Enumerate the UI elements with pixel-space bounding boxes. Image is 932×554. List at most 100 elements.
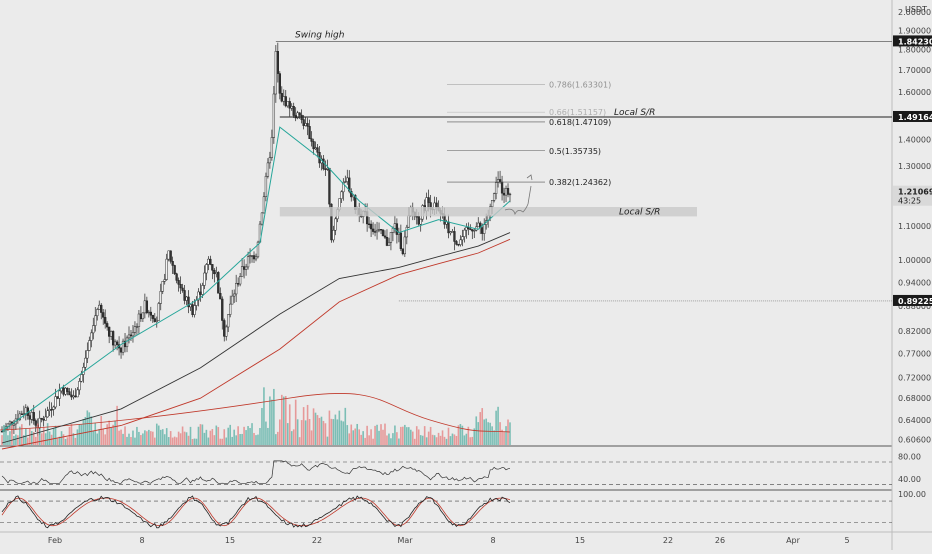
candle	[260, 212, 264, 226]
volume-bar	[1, 435, 3, 445]
candle-body	[328, 167, 331, 205]
volume-bar	[358, 429, 360, 445]
candle	[225, 324, 228, 341]
volume-bar	[211, 429, 214, 445]
candle-body	[171, 261, 174, 266]
candle-body	[250, 255, 254, 257]
volume-bar	[471, 436, 474, 445]
volume-bar	[437, 432, 440, 445]
candle-body	[407, 215, 410, 228]
candle-body	[415, 216, 418, 218]
candle-body	[504, 188, 508, 196]
volume-bar	[400, 426, 402, 445]
volume-bar	[229, 424, 232, 445]
volume-bar	[273, 388, 275, 445]
candle-body	[393, 223, 397, 229]
volume-bar	[245, 430, 247, 445]
candle	[141, 312, 145, 322]
volume-bar	[404, 424, 406, 445]
candle-body	[262, 196, 266, 214]
volume-bar	[11, 423, 13, 445]
candle-body	[236, 283, 240, 285]
volume-bar	[491, 426, 493, 445]
volume-bar	[378, 430, 380, 445]
volume-bar	[104, 434, 106, 445]
volume-bar	[415, 426, 418, 445]
candle-body	[246, 256, 250, 268]
volume-bar	[82, 418, 85, 445]
candle-body	[252, 255, 256, 260]
candle-body	[506, 188, 510, 195]
candle-body	[113, 341, 117, 346]
candle	[50, 402, 53, 418]
volume-bar	[467, 426, 470, 445]
candle	[385, 229, 389, 247]
candle	[161, 281, 164, 295]
horizontal-levels	[275, 41, 892, 302]
candle-body	[179, 284, 182, 289]
candle-body	[96, 309, 99, 317]
volume-bar	[40, 433, 43, 445]
stoch-tick-label: 100.00	[898, 490, 926, 499]
y-tick-label: 2.00000	[898, 8, 931, 17]
volume-bar	[21, 424, 23, 445]
volume-bar	[207, 437, 210, 445]
volume-bar	[489, 422, 491, 445]
volume-bar	[193, 438, 196, 445]
volume-bar	[124, 426, 126, 445]
candle-body	[135, 326, 139, 328]
candle-body	[58, 390, 61, 399]
volume-bar	[219, 438, 222, 445]
volume-bar	[352, 430, 355, 445]
candle-body	[254, 256, 258, 260]
price-tag-label: 0.89225	[898, 297, 932, 306]
candle	[88, 336, 91, 352]
volume-bar	[370, 429, 372, 445]
volume-bar	[261, 408, 263, 445]
volume-bar	[201, 424, 204, 445]
y-tick-label: 1.40000	[898, 136, 931, 145]
candle-body	[88, 340, 91, 351]
candle	[221, 296, 224, 330]
volume-bar	[265, 421, 267, 445]
candle-body	[385, 237, 389, 246]
volume-bar	[330, 418, 333, 445]
volume-bar	[50, 434, 53, 445]
candle	[229, 295, 232, 318]
support-resistance-band	[279, 207, 697, 217]
candle-body	[322, 158, 325, 170]
x-tick-label: 15	[575, 536, 585, 545]
candle	[240, 258, 244, 277]
volume-bar	[344, 407, 347, 445]
candle-body	[445, 221, 448, 225]
volume-bar	[485, 418, 487, 445]
volume-bar	[118, 430, 120, 445]
volume-bar	[112, 424, 114, 445]
candle-body	[381, 229, 385, 237]
volume-bar	[203, 432, 206, 445]
volume-bar	[368, 435, 370, 445]
volume-bar	[197, 426, 200, 445]
candle-body	[227, 314, 230, 328]
volume-bar	[275, 434, 277, 445]
candle-body	[225, 326, 228, 337]
volume-bar	[17, 435, 19, 445]
volume-bar	[7, 435, 9, 445]
candle	[459, 235, 462, 247]
candle	[157, 301, 160, 321]
candle	[403, 230, 406, 257]
volume-bar	[255, 435, 257, 445]
candle-body	[502, 192, 506, 196]
volume-bar	[439, 435, 442, 445]
volume-bar	[140, 435, 142, 445]
candle	[52, 405, 55, 416]
candle	[453, 226, 456, 251]
candle	[155, 316, 158, 328]
candle	[270, 129, 274, 161]
volume-bar	[163, 434, 166, 445]
volume-bar	[23, 435, 25, 445]
candle	[272, 85, 276, 144]
